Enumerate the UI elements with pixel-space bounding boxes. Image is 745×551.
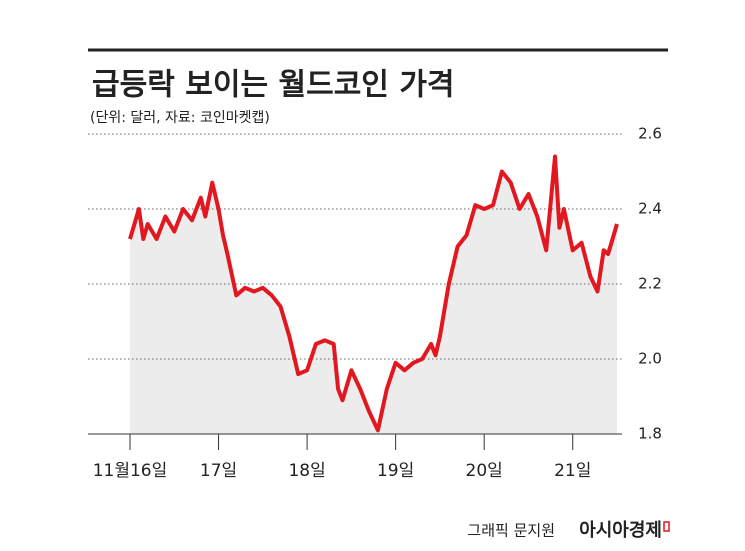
y-tick-label: 1.8 [638, 425, 662, 443]
chart-subtitle: (단위: 달러, 자료: 코인마켓캡) [90, 110, 270, 126]
x-tick-label: 21일 [554, 461, 591, 481]
y-tick-label: 2.0 [638, 350, 662, 368]
y-tick-label: 2.6 [638, 125, 662, 143]
y-tick-label: 2.2 [638, 275, 662, 293]
price-line [128, 154, 619, 433]
chart-title: 급등락 보이는 월드코인 가격 [92, 68, 455, 103]
area [130, 156, 617, 434]
x-tick-label: 20일 [466, 461, 503, 481]
y-tick-label: 2.4 [638, 200, 662, 218]
x-tick-label: 11월16일 [93, 461, 168, 481]
brand-mark [663, 521, 670, 532]
x-tick-label: 17일 [200, 461, 237, 481]
brand: 아시아경제 [579, 520, 662, 541]
x-tick-label: 19일 [377, 461, 414, 481]
x-tick-label: 18일 [288, 461, 325, 481]
credit: 그래픽 문지원 [467, 522, 555, 540]
